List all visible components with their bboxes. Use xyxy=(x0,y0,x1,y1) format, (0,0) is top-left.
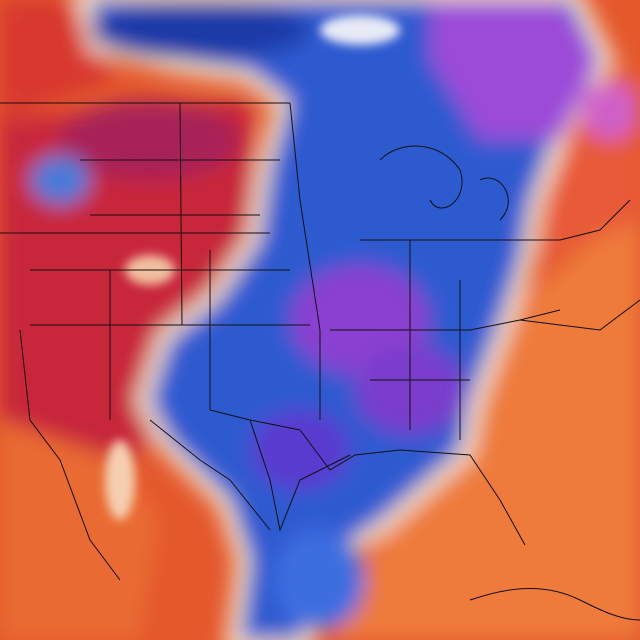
coastline xyxy=(19,329,121,581)
border xyxy=(109,102,321,420)
border xyxy=(179,102,183,326)
cold-core xyxy=(430,0,600,140)
patch xyxy=(320,15,400,45)
border xyxy=(149,419,351,532)
border xyxy=(330,239,561,440)
coastline xyxy=(469,588,640,621)
cold-core xyxy=(90,0,310,60)
warm-region xyxy=(330,200,640,640)
border xyxy=(519,199,640,331)
cold-region xyxy=(275,530,365,630)
border xyxy=(209,325,526,546)
cold-core xyxy=(580,80,640,140)
cold-core xyxy=(250,410,350,490)
borders xyxy=(0,102,640,621)
border xyxy=(0,159,310,326)
cold-pocket xyxy=(30,155,90,205)
patch xyxy=(105,440,135,520)
warm-core xyxy=(60,100,240,180)
lakes xyxy=(379,145,509,221)
